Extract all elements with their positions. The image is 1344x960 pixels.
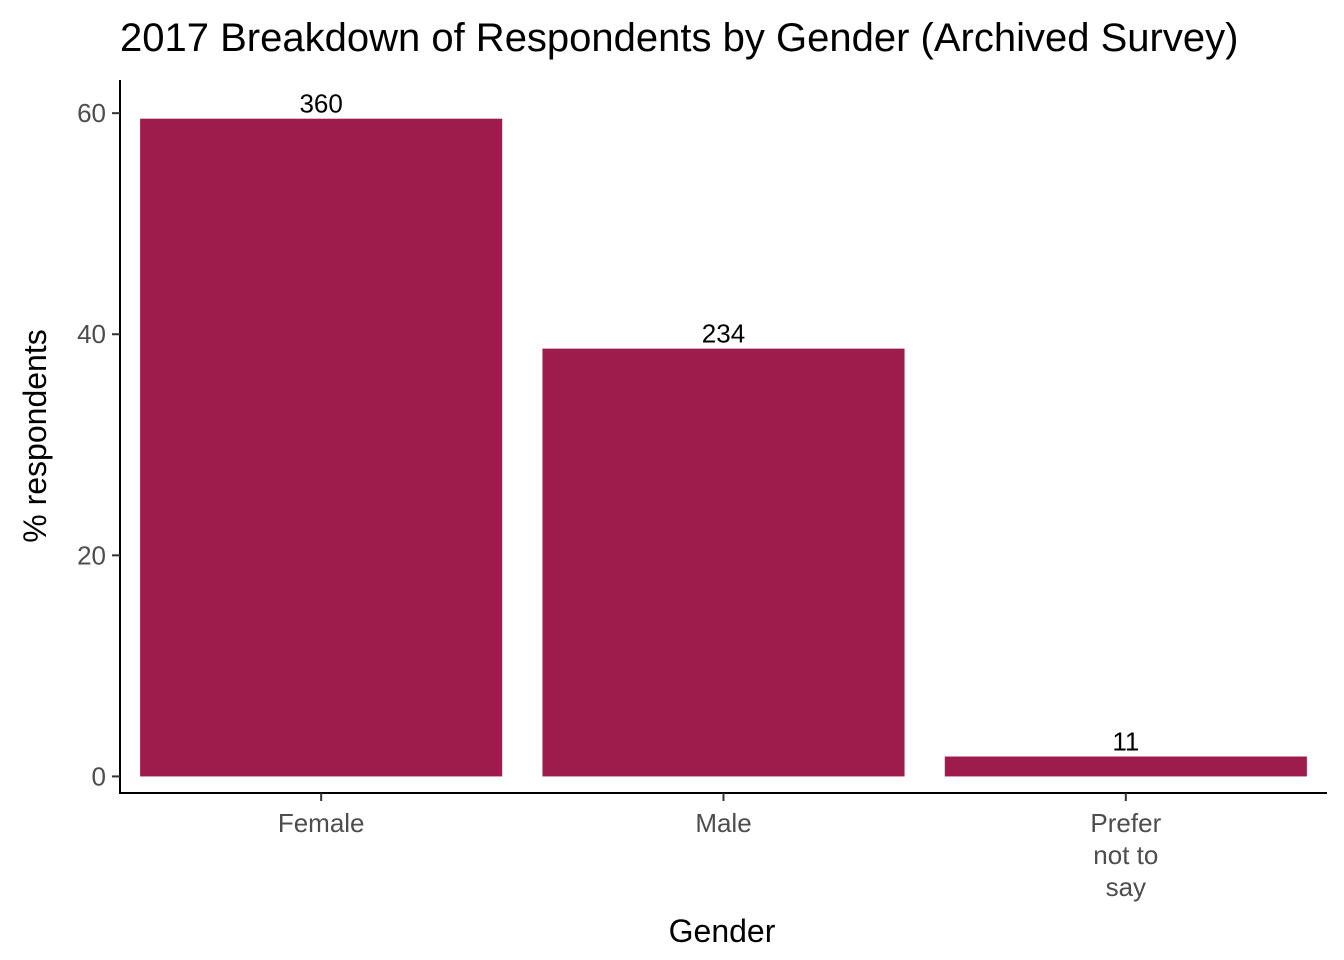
x-tick-label-2: Prefer not to say: [1090, 808, 1161, 902]
y-tick-label-1: 20: [77, 540, 106, 570]
y-tick-label-2: 40: [77, 319, 106, 349]
bars-group: [140, 118, 1307, 777]
y-tick-label-3: 60: [77, 98, 106, 128]
bar-value-label-0: 360: [299, 89, 342, 119]
y-axis-title: % respondents: [17, 329, 53, 542]
x-axis-ticks: Female Male Prefer not to say: [278, 793, 1162, 902]
chart-title: 2017 Breakdown of Respondents by Gender …: [120, 16, 1238, 60]
x-axis-title: Gender: [669, 913, 776, 949]
bar-value-label-2: 11: [1112, 727, 1139, 757]
x-tick-label-1: Male: [695, 808, 751, 838]
bar-labels-group: 360 234 11: [299, 89, 1139, 757]
bar-0: [140, 118, 503, 777]
bar-2: [944, 756, 1307, 777]
y-axis-ticks: 0 20 40 60: [77, 98, 120, 791]
bar-value-label-1: 234: [702, 319, 745, 349]
bar-1: [542, 348, 905, 777]
y-tick-label-0: 0: [92, 761, 106, 791]
x-tick-label-0: Female: [278, 808, 365, 838]
